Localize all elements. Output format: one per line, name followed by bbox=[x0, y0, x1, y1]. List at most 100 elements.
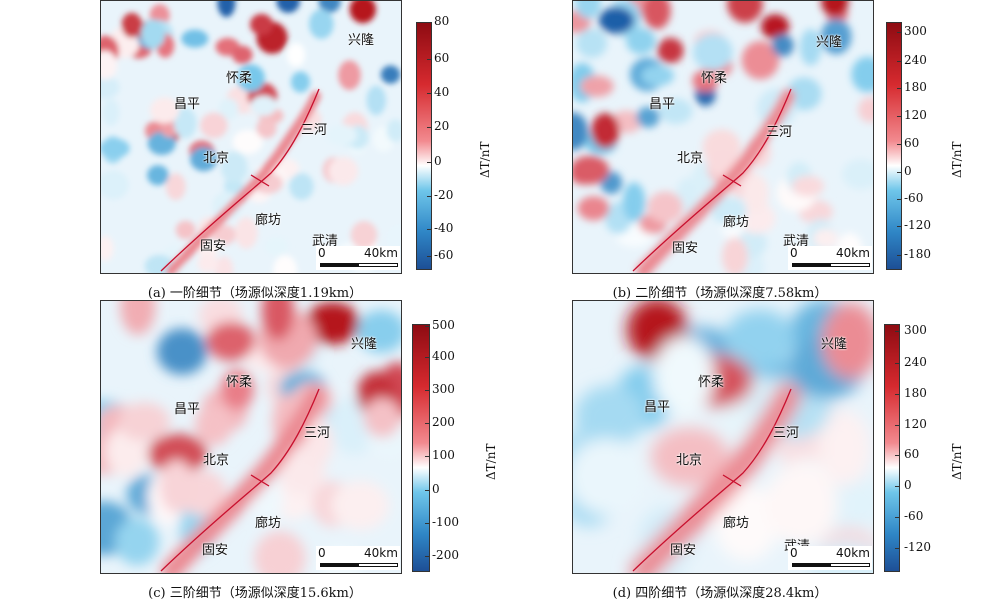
scale-bar: 0 40km bbox=[788, 546, 872, 570]
anomaly-blob bbox=[813, 228, 838, 249]
anomaly-blob bbox=[232, 129, 263, 154]
anomaly-blob bbox=[722, 237, 748, 273]
anomaly-field-a bbox=[101, 1, 401, 273]
anomaly-map-c: 兴隆 怀柔 昌平 三河 北京 廊坊 固安 bbox=[100, 300, 402, 574]
place-label: 北京 bbox=[677, 151, 704, 166]
colorbar-tick-label: -100 bbox=[432, 515, 459, 529]
colorbar-tick-label: -200 bbox=[432, 548, 459, 562]
colorbar-tick-label: -40 bbox=[434, 221, 454, 235]
place-label: 三河 bbox=[304, 426, 331, 441]
anomaly-blob bbox=[181, 29, 209, 48]
anomaly-blob bbox=[115, 517, 160, 566]
colorbar-tick bbox=[425, 326, 429, 327]
place-label: 廊坊 bbox=[255, 213, 282, 228]
anomaly-blob bbox=[261, 301, 295, 341]
anomaly-blob bbox=[350, 221, 378, 249]
anomaly-blob bbox=[101, 50, 118, 80]
anomaly-blob bbox=[250, 13, 273, 35]
fault-line bbox=[632, 88, 792, 272]
colorbar-unit-label: ΔT/nT bbox=[478, 141, 492, 178]
anomaly-blob bbox=[140, 19, 166, 49]
anomaly-blob bbox=[101, 235, 114, 262]
anomaly-blob bbox=[349, 1, 376, 24]
place-label: 三河 bbox=[773, 426, 800, 441]
anomaly-blob bbox=[236, 64, 265, 92]
colorbar-tick bbox=[425, 456, 429, 457]
caption-b: (b) 二阶细节（场源似深度7.58km） bbox=[612, 286, 828, 301]
colorbar-tick bbox=[425, 423, 429, 424]
colorbar-tick bbox=[895, 455, 899, 456]
colorbar-tick bbox=[425, 523, 429, 524]
anomaly-blob bbox=[692, 33, 733, 71]
colorbar-tick-label: 80 bbox=[434, 14, 450, 28]
anomaly-blob bbox=[764, 464, 838, 544]
colorbar-tick bbox=[427, 162, 431, 163]
colorbar-tick-label: -180 bbox=[904, 247, 931, 261]
scale-bar-light bbox=[830, 563, 870, 567]
colorbar-tick-label: 120 bbox=[904, 417, 927, 431]
anomaly-blob bbox=[622, 182, 646, 222]
colorbar-tick-label: 240 bbox=[904, 355, 927, 369]
fault-crossline bbox=[250, 474, 270, 487]
colorbar-tick bbox=[425, 556, 429, 557]
colorbar-tick bbox=[427, 256, 431, 257]
colorbar-tick bbox=[895, 548, 899, 549]
place-label: 兴隆 bbox=[351, 337, 378, 352]
anomaly-blob bbox=[363, 397, 401, 438]
anomaly-blob bbox=[194, 405, 232, 446]
anomaly-blob bbox=[206, 321, 256, 361]
anomaly-blob bbox=[858, 97, 873, 123]
anomaly-blob bbox=[580, 75, 614, 98]
fault-line bbox=[632, 388, 792, 572]
colorbar-tick-label: 120 bbox=[904, 108, 927, 122]
place-label: 昌平 bbox=[174, 402, 201, 417]
scale-bar-dark bbox=[320, 563, 358, 567]
anomaly-blob bbox=[232, 45, 253, 64]
scale-bar: 0 40km bbox=[316, 546, 400, 570]
anomaly-blob bbox=[743, 173, 769, 214]
fault-crossline bbox=[250, 174, 270, 187]
fault-line bbox=[160, 388, 320, 572]
colorbar-tick-label: -60 bbox=[904, 509, 924, 523]
colorbar-tick-label: 200 bbox=[432, 415, 455, 429]
anomaly-blob bbox=[102, 99, 120, 126]
colorbar-tick bbox=[897, 88, 901, 89]
anomaly-map-a: 兴隆 怀柔 昌平 三河 北京 廊坊 固安 武清 bbox=[100, 0, 402, 274]
anomaly-blob bbox=[256, 118, 277, 139]
anomaly-blob bbox=[598, 7, 635, 34]
anomaly-blob bbox=[197, 241, 218, 260]
anomaly-blob bbox=[190, 147, 218, 172]
colorbar-tick bbox=[427, 59, 431, 60]
colorbar-b bbox=[886, 22, 902, 270]
scale-length-label: 40km bbox=[836, 546, 870, 560]
anomaly-blob bbox=[657, 37, 684, 64]
colorbar-tick bbox=[425, 357, 429, 358]
colorbar-tick-label: -60 bbox=[904, 191, 924, 205]
colorbar-tick bbox=[427, 127, 431, 128]
place-label: 怀柔 bbox=[226, 71, 253, 86]
colorbar-tick bbox=[895, 517, 899, 518]
place-label: 北京 bbox=[676, 453, 703, 468]
colorbar-unit-label: ΔT/nT bbox=[950, 141, 964, 178]
anomaly-blob bbox=[147, 165, 169, 186]
colorbar-tick bbox=[897, 32, 901, 33]
place-label: 固安 bbox=[670, 543, 697, 558]
anomaly-blob bbox=[573, 438, 645, 515]
place-label: 昌平 bbox=[174, 97, 201, 112]
place-label: 昌平 bbox=[644, 400, 671, 415]
scale-bar-light bbox=[358, 563, 398, 567]
colorbar-tick-label: 100 bbox=[432, 448, 455, 462]
scale-zero-label: 0 bbox=[318, 246, 326, 260]
colorbar-tick bbox=[897, 255, 901, 256]
colorbar-tick-label: 60 bbox=[904, 447, 920, 461]
place-label: 武清 bbox=[312, 234, 339, 249]
anomaly-blob bbox=[761, 14, 790, 40]
scale-bar-dark bbox=[792, 263, 830, 267]
colorbar-tick bbox=[427, 229, 431, 230]
colorbar-tick bbox=[895, 394, 899, 395]
place-label: 武清 bbox=[783, 234, 810, 249]
anomaly-blob bbox=[576, 28, 608, 58]
anomaly-blob bbox=[626, 27, 656, 55]
anomaly-blob bbox=[217, 1, 236, 18]
